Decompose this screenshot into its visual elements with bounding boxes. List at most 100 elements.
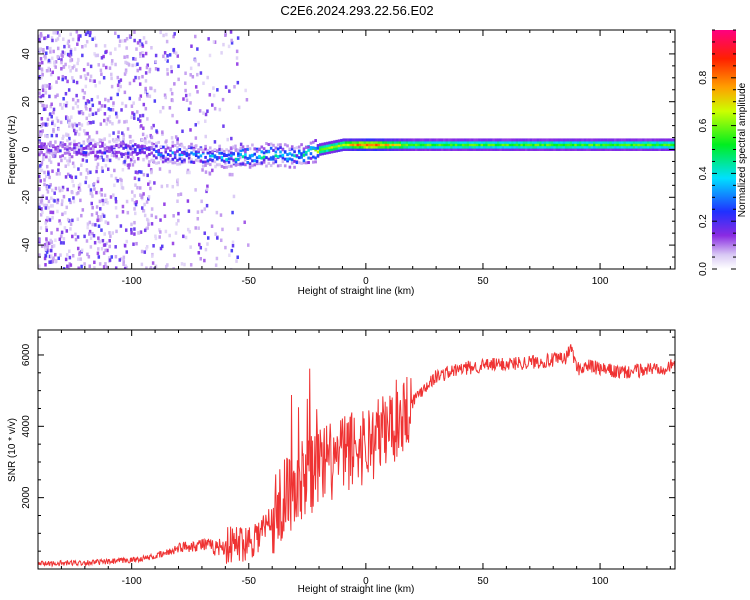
spectrogram-cell (89, 30, 92, 35)
spectrogram-cell (183, 160, 186, 164)
spectrogram-cell (244, 150, 247, 154)
spectrogram-cell (391, 145, 395, 149)
spectrogram-cell (64, 62, 67, 67)
spectrogram-cell (100, 166, 104, 170)
spectrogram-cell (314, 148, 317, 152)
spectrogram-cell (159, 230, 162, 234)
spectrogram-cell (569, 140, 573, 144)
spectrogram-cell (137, 231, 141, 235)
spectrogram-cell (358, 143, 362, 147)
spectrogram-cell (614, 145, 617, 149)
spectrogram-cell (52, 244, 56, 248)
spectrogram-cell (121, 210, 125, 214)
spectrogram-cell (316, 154, 320, 158)
spectrogram-cell (473, 138, 477, 142)
spectrogram-cell (152, 144, 156, 148)
spectrogram-cell (202, 111, 205, 115)
spectrogram-cell (196, 72, 199, 77)
spectrogram-cell (478, 138, 481, 142)
spectrogram-cell (586, 140, 589, 144)
snr-x-tick-label: -50 (242, 576, 257, 587)
spectrogram-cell (46, 122, 49, 127)
spectrogram-cell (403, 148, 406, 151)
spectrogram-cell (113, 183, 116, 188)
spectrogram-cell (69, 52, 73, 57)
spectrogram-cell (225, 148, 228, 152)
spectrogram-cell (77, 191, 80, 195)
spectrogram-cell (539, 148, 542, 151)
spectrogram-cell (504, 143, 507, 147)
spectrogram-cell (272, 157, 275, 161)
spectrogram-cell (445, 140, 449, 144)
spectrogram-cell (461, 140, 465, 144)
spectrogram-cell (562, 143, 566, 147)
spectrogram-cell (265, 141, 268, 145)
spectrogram-cell (630, 140, 634, 144)
spectrogram-cell (663, 138, 666, 142)
spectrogram-cell (499, 145, 502, 149)
spectrogram-cell (543, 148, 547, 151)
spectrogram-cell (468, 145, 472, 149)
spectrogram-cell (340, 143, 343, 147)
spectrogram-cell (529, 143, 533, 147)
spectrogram-cell (269, 164, 273, 168)
spectrogram-cell (113, 168, 116, 173)
spectrogram-cell (50, 248, 53, 253)
colorbar-gradient (712, 30, 736, 269)
spectrogram-cell (84, 44, 87, 48)
spectrogram-cell (189, 263, 193, 267)
spectrogram-cell (461, 145, 465, 149)
spectrogram-cell (79, 198, 82, 203)
spectrogram-cell (50, 231, 53, 235)
spectrogram-cell (173, 156, 177, 160)
spectrogram-cell (550, 145, 554, 149)
spectrogram-cell (471, 145, 474, 149)
spectrogram-cell (609, 138, 613, 142)
spectrogram-cell (71, 37, 75, 42)
spectrogram-cell (44, 263, 47, 267)
spectrogram-cell (170, 136, 174, 140)
spectrogram-cell (485, 140, 488, 144)
spectrogram-cell (101, 144, 104, 148)
spectrogram-cell (40, 162, 43, 166)
spectrogram-cell (511, 148, 514, 151)
spectrogram-cell (204, 134, 207, 139)
spectrogram-cell (665, 140, 669, 144)
spectrogram-cell (138, 148, 142, 152)
spectrogram-cell (40, 198, 44, 202)
spectrogram-cell (649, 148, 652, 151)
spectrogram-cell (342, 138, 346, 142)
spectrogram-cell (368, 143, 371, 147)
spectrogram-cell (206, 75, 209, 80)
spectrogram-cell (152, 143, 156, 147)
spectrogram-cell (628, 145, 631, 149)
spectrogram-cell (564, 145, 568, 149)
spectrogram-cell (426, 138, 430, 142)
spectrogram-cell (649, 145, 652, 149)
spectrogram-cell (139, 94, 143, 98)
spectrogram-cell (114, 266, 118, 269)
spectrogram-cell (194, 154, 198, 158)
spectrogram-cell (68, 136, 71, 141)
spectrogram-cell (370, 143, 374, 147)
spectrogram-cell (656, 140, 659, 144)
spectrogram-cell (132, 242, 135, 246)
spectrogram-cell (38, 202, 41, 206)
spectrogram-cell (44, 206, 48, 210)
spectrogram-cell (231, 240, 235, 245)
spectrogram-cell (122, 255, 126, 260)
spectrogram-cell (644, 143, 648, 147)
spectrogram-cell (148, 152, 151, 156)
spectrogram-cell (138, 82, 142, 86)
spectrogram-cell (224, 85, 228, 89)
spectrogram-cell (105, 145, 109, 149)
spectrogram-cell (578, 138, 582, 142)
spectrogram-cell (56, 200, 59, 205)
spectrogram-cell (40, 132, 43, 137)
spectrogram-cell (100, 187, 103, 192)
spectrogram-cell (62, 241, 65, 245)
spectrogram-cell (56, 31, 59, 35)
spectrogram-cell (412, 143, 416, 147)
spectrogram-cell (197, 226, 200, 230)
spectrogram-cell (632, 145, 636, 149)
